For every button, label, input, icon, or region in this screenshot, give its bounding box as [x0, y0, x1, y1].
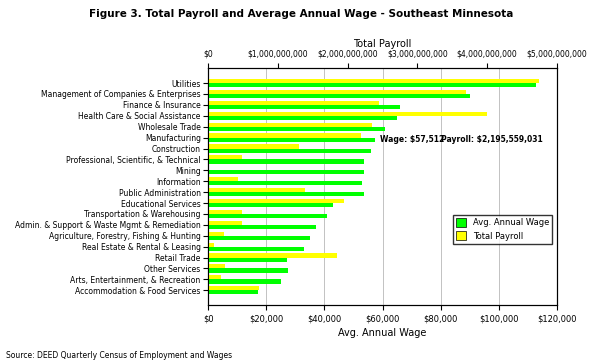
Bar	[208, 192, 364, 196]
Bar	[208, 149, 371, 153]
Bar	[208, 214, 327, 218]
Text: Wage: $57,512: Wage: $57,512	[380, 135, 444, 144]
Bar	[208, 242, 214, 247]
Bar	[208, 247, 304, 251]
Bar	[208, 83, 536, 87]
Bar	[208, 258, 287, 262]
Bar	[208, 253, 337, 258]
Bar	[208, 116, 397, 120]
Bar	[208, 134, 361, 138]
Bar	[208, 269, 288, 273]
Bar	[208, 177, 238, 181]
Bar	[208, 264, 225, 269]
Bar	[208, 199, 344, 203]
Bar	[208, 127, 385, 131]
Bar	[208, 159, 364, 163]
Bar	[208, 286, 258, 290]
Bar	[208, 145, 299, 149]
Bar	[208, 275, 221, 279]
Legend: Avg. Annual Wage, Total Payroll: Avg. Annual Wage, Total Payroll	[453, 215, 553, 244]
Bar	[208, 94, 470, 98]
Bar	[208, 155, 242, 159]
Text: Source: DEED Quarterly Census of Employment and Wages: Source: DEED Quarterly Census of Employm…	[6, 351, 232, 360]
Bar	[208, 79, 539, 83]
Bar	[208, 221, 242, 225]
Bar	[208, 170, 364, 174]
X-axis label: Total Payroll: Total Payroll	[353, 39, 412, 49]
Bar	[208, 210, 242, 214]
Bar	[208, 225, 316, 229]
Bar	[208, 236, 310, 240]
Bar	[208, 138, 375, 142]
Bar	[208, 105, 400, 109]
Text: Figure 3. Total Payroll and Average Annual Wage - Southeast Minnesota: Figure 3. Total Payroll and Average Annu…	[89, 9, 513, 19]
Bar	[208, 123, 372, 127]
Bar	[208, 188, 305, 192]
Bar	[208, 90, 466, 94]
Bar	[208, 279, 281, 284]
Bar	[208, 101, 379, 105]
Bar	[208, 112, 487, 116]
Bar	[208, 181, 362, 185]
Bar	[208, 203, 333, 207]
Bar	[208, 290, 258, 294]
Bar	[208, 232, 225, 236]
Text: Payroll: $2,195,559,031: Payroll: $2,195,559,031	[441, 135, 542, 144]
X-axis label: Avg. Annual Wage: Avg. Annual Wage	[338, 328, 427, 338]
